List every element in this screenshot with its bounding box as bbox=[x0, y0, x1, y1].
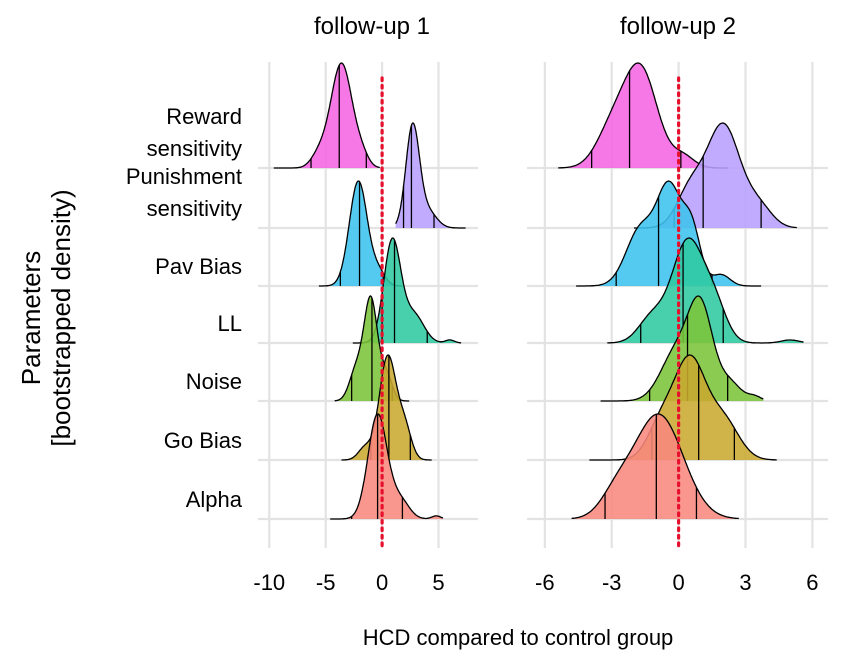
y-axis-label-line-2: [bootstrapped density) bbox=[46, 189, 76, 446]
ridge-outline-go-bias bbox=[589, 354, 777, 461]
ridge-area-alpha bbox=[330, 414, 443, 519]
category-label-punishment-sensitivity: Punishment sensitivity bbox=[126, 164, 242, 221]
ridge-area-punishment-sensitivity bbox=[634, 123, 797, 228]
ridge-outline-alpha bbox=[330, 413, 444, 520]
ridge-reward-sensitivity bbox=[558, 62, 728, 169]
category-label-go-bias: Go Bias bbox=[164, 428, 242, 453]
ridge-outline-alpha bbox=[571, 413, 739, 520]
x-tick-label--6: -6 bbox=[535, 570, 555, 595]
panel-2-x-ticks: -6 -3 0 3 6 bbox=[535, 570, 818, 595]
panel-1-title: follow-up 1 bbox=[314, 13, 430, 40]
ridge-outline-go-bias bbox=[341, 354, 432, 461]
panel-1-x-ticks: -10 -5 0 5 bbox=[253, 570, 444, 595]
category-label-pav-bias: Pav Bias bbox=[155, 254, 242, 279]
ridge-outline-reward-sensitivity bbox=[273, 62, 380, 169]
ridge-alpha bbox=[571, 413, 739, 520]
panel-follow-up-2: -6 -3 0 3 6 follow-up 2 bbox=[527, 13, 828, 595]
ridge-reward-sensitivity bbox=[273, 62, 380, 169]
ridge-outline-noise bbox=[600, 295, 764, 402]
category-label-alpha: Alpha bbox=[186, 487, 243, 512]
ridge-area-ll bbox=[607, 238, 804, 343]
x-tick-label--10: -10 bbox=[253, 570, 285, 595]
panel-1-ridges bbox=[273, 62, 466, 520]
x-tick-label--5: -5 bbox=[316, 570, 336, 595]
ridge-area-noise bbox=[600, 296, 764, 401]
y-axis-label-line-1: Parameters bbox=[16, 251, 46, 385]
ridge-outline-punishment-sensitivity bbox=[395, 122, 466, 229]
x-tick-label-3: 3 bbox=[739, 570, 751, 595]
category-label-ll: LL bbox=[218, 311, 242, 336]
ridge-area-ll bbox=[352, 238, 462, 343]
ridge-area-pav-bias bbox=[576, 181, 762, 286]
x-tick-label--3: -3 bbox=[602, 570, 622, 595]
ridge-area-punishment-sensitivity bbox=[395, 123, 466, 228]
ridge-outline-pav-bias bbox=[576, 180, 762, 287]
panel-2-ridges bbox=[558, 62, 804, 520]
ridge-area-pav-bias bbox=[318, 181, 403, 286]
ridge-go-bias bbox=[589, 354, 777, 461]
ridge-area-reward-sensitivity bbox=[273, 63, 380, 168]
x-tick-label-6: 6 bbox=[806, 570, 818, 595]
ridge-alpha bbox=[330, 413, 444, 520]
category-label-reward-sensitivity: Reward sensitivity bbox=[147, 104, 242, 161]
ridge-area-reward-sensitivity bbox=[558, 63, 728, 168]
panel-follow-up-1: -10 -5 0 5 follow-up 1 bbox=[253, 13, 478, 595]
x-tick-label-0: 0 bbox=[672, 570, 684, 595]
category-label-noise: Noise bbox=[186, 369, 242, 394]
x-tick-label-5: 5 bbox=[432, 570, 444, 595]
ridge-punishment-sensitivity bbox=[395, 122, 466, 229]
x-axis-label: HCD compared to control group bbox=[363, 625, 674, 650]
panel-2-title: follow-up 2 bbox=[620, 13, 736, 40]
ridge-area-go-bias bbox=[341, 355, 432, 460]
ridge-area-go-bias bbox=[589, 355, 777, 460]
x-tick-label-0: 0 bbox=[376, 570, 388, 595]
y-axis-label: Parameters [bootstrapped density) bbox=[16, 189, 76, 446]
ridge-outline-ll bbox=[607, 237, 804, 344]
